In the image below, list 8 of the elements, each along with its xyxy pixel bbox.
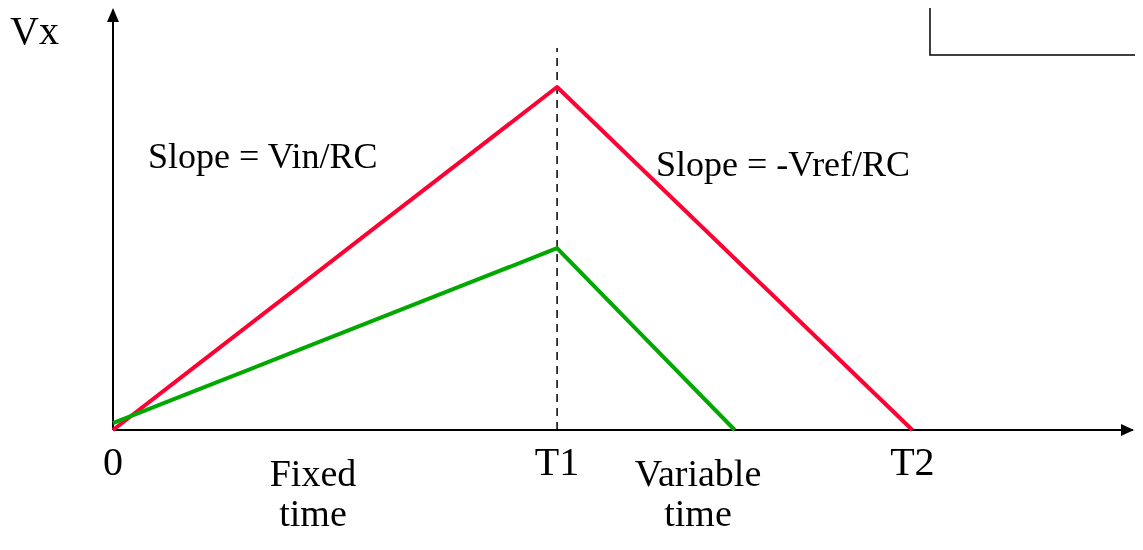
text: Fixed time [269,452,357,534]
x-tick-label: T1 [534,439,580,484]
annotation: Slope = Vin/RC [148,136,378,176]
x-tick-label: 0 [103,439,123,484]
y-axis-title: Vx [10,8,59,53]
annotation: Slope = -Vref/RC [656,144,911,184]
text: Variable time [634,452,762,534]
x-tick-label: T2 [890,439,935,484]
